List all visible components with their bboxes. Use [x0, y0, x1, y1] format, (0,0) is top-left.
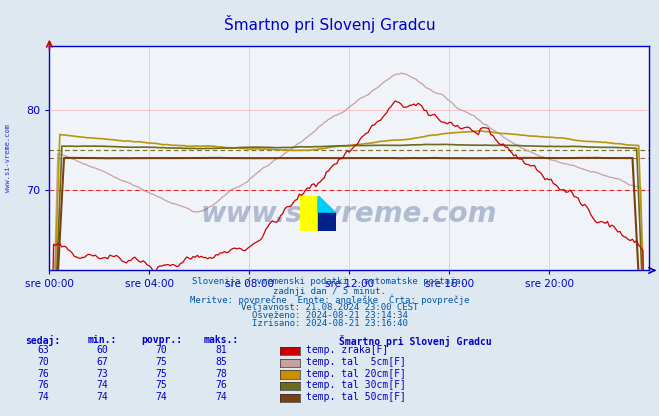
Text: 85: 85 [215, 357, 227, 367]
Text: temp. tal 20cm[F]: temp. tal 20cm[F] [306, 369, 407, 379]
Text: Šmartno pri Slovenj Gradcu: Šmartno pri Slovenj Gradcu [339, 335, 492, 347]
Text: 76: 76 [37, 380, 49, 390]
Text: Slovenija / vremenski podatki - avtomatske postaje.: Slovenija / vremenski podatki - avtomats… [192, 277, 467, 287]
Text: min.:: min.: [88, 335, 117, 345]
Text: 74: 74 [215, 392, 227, 402]
Text: 75: 75 [156, 369, 167, 379]
Text: 70: 70 [156, 345, 167, 355]
Text: temp. zraka[F]: temp. zraka[F] [306, 345, 389, 355]
Text: 70: 70 [37, 357, 49, 367]
Text: Osveženo: 2024-08-21 23:14:34: Osveženo: 2024-08-21 23:14:34 [252, 311, 407, 320]
Text: 75: 75 [156, 380, 167, 390]
Polygon shape [300, 196, 318, 231]
Text: 78: 78 [215, 369, 227, 379]
Text: 75: 75 [156, 357, 167, 367]
Text: www.si-vreme.com: www.si-vreme.com [5, 124, 11, 192]
Text: maks.:: maks.: [203, 335, 239, 345]
Text: Veljavnost: 21.08.2024 23:00 CEST: Veljavnost: 21.08.2024 23:00 CEST [241, 303, 418, 312]
Text: 74: 74 [96, 380, 108, 390]
Text: 60: 60 [96, 345, 108, 355]
Polygon shape [318, 196, 336, 213]
Text: 74: 74 [96, 392, 108, 402]
Text: temp. tal  5cm[F]: temp. tal 5cm[F] [306, 357, 407, 367]
Text: temp. tal 30cm[F]: temp. tal 30cm[F] [306, 380, 407, 390]
Text: 76: 76 [37, 369, 49, 379]
Text: 81: 81 [215, 345, 227, 355]
Text: sedaj:: sedaj: [25, 335, 61, 346]
Text: 74: 74 [156, 392, 167, 402]
Text: Meritve: povprečne  Enote: angleške  Črta: povprečje: Meritve: povprečne Enote: angleške Črta:… [190, 295, 469, 305]
Text: temp. tal 50cm[F]: temp. tal 50cm[F] [306, 392, 407, 402]
Text: Izrisano: 2024-08-21 23:16:40: Izrisano: 2024-08-21 23:16:40 [252, 319, 407, 328]
Text: www.si-vreme.com: www.si-vreme.com [201, 200, 498, 228]
Text: 63: 63 [37, 345, 49, 355]
Text: 76: 76 [215, 380, 227, 390]
Text: zadnji dan / 5 minut.: zadnji dan / 5 minut. [273, 287, 386, 296]
Text: Šmartno pri Slovenj Gradcu: Šmartno pri Slovenj Gradcu [223, 15, 436, 32]
Text: 67: 67 [96, 357, 108, 367]
Polygon shape [318, 213, 336, 231]
Text: povpr.:: povpr.: [141, 335, 182, 345]
Text: 74: 74 [37, 392, 49, 402]
Text: 73: 73 [96, 369, 108, 379]
